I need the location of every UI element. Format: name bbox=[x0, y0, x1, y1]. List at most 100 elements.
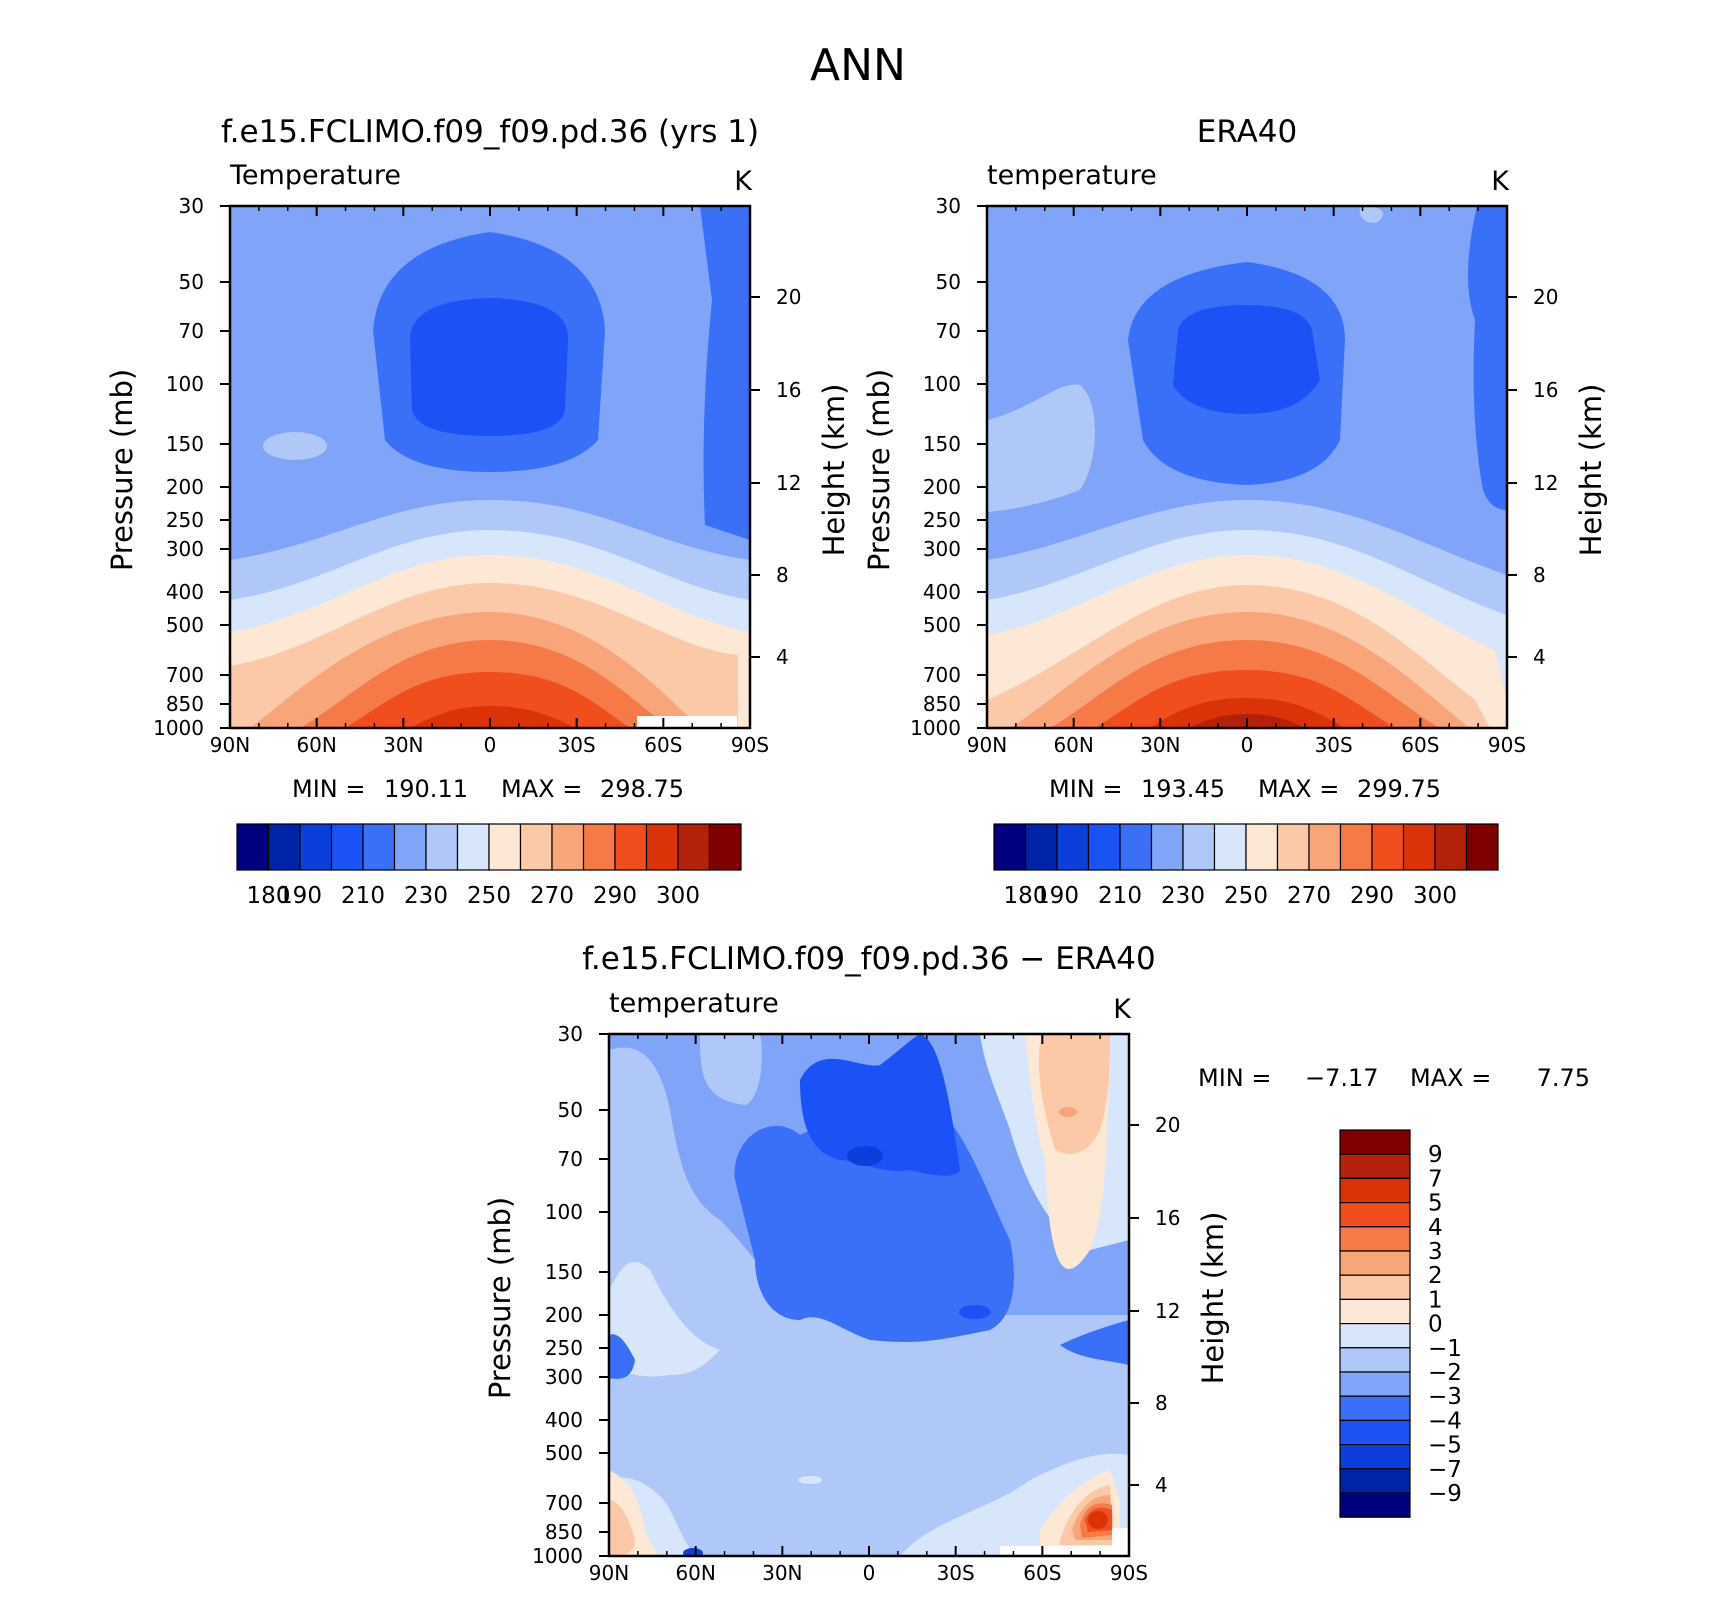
y-tick-label: 50 bbox=[558, 1098, 583, 1122]
colorbar-label: −2 bbox=[1428, 1360, 1462, 1386]
colorbar-swatch bbox=[1150, 823, 1184, 871]
panel-model-axes: 90N 60N 30N 0 30S 60S 90S 30 50 70 100 150 200 250 300… bbox=[153, 194, 801, 757]
colorbar-label: 180 bbox=[1004, 883, 1048, 909]
colorbar-swatch bbox=[1339, 1347, 1411, 1373]
y-tick-label: 400 bbox=[166, 580, 204, 604]
colorbar-swatch bbox=[1339, 1492, 1411, 1518]
x-tick-label: 90N bbox=[967, 733, 1007, 757]
band-210-pole bbox=[700, 206, 750, 540]
y-tick-label: 700 bbox=[166, 663, 204, 687]
y-tick-label: 70 bbox=[179, 319, 204, 343]
y2-tick-label: 4 bbox=[776, 645, 789, 669]
y-tick-label: 850 bbox=[166, 692, 204, 716]
colorbar-label: 250 bbox=[467, 883, 511, 909]
panel-model-field bbox=[230, 206, 750, 728]
colorbar-swatch bbox=[1339, 1153, 1411, 1179]
y-tick-label: 1000 bbox=[910, 716, 961, 740]
x-tick-label: 60S bbox=[1023, 1561, 1061, 1585]
panel-model-max-label: MAX = bbox=[501, 775, 582, 803]
x-tick-label: 60N bbox=[296, 733, 336, 757]
y2-tick-label: 16 bbox=[776, 378, 801, 402]
colorbar-swatch bbox=[1213, 823, 1247, 871]
panel-obs-stats: MIN = 193.45 MAX = 299.75 bbox=[1049, 775, 1441, 803]
x-tick-label: 30N bbox=[1140, 733, 1180, 757]
y-tick-label: 100 bbox=[545, 1200, 583, 1224]
panel-obs-ylabel: Pressure (mb) bbox=[862, 369, 896, 571]
colorbar-swatch bbox=[267, 823, 301, 871]
colorbar-swatch bbox=[614, 823, 648, 871]
band-210-pole bbox=[1467, 206, 1507, 510]
panel-diff-max-label: MAX = bbox=[1410, 1064, 1491, 1092]
colorbar-swatch bbox=[1276, 823, 1310, 871]
x-tick-label: 90S bbox=[731, 733, 769, 757]
colorbar-label: 4 bbox=[1428, 1215, 1443, 1241]
panel-diff-axes: 90N 60N 30N 0 30S 60S 90S 30 50 70 100 150 200 250 300… bbox=[532, 1022, 1180, 1585]
x-tick-label: 30S bbox=[558, 733, 596, 757]
band-minus1-spot bbox=[798, 1476, 822, 1484]
x-tick-label: 60S bbox=[644, 733, 682, 757]
y-tick-label: 850 bbox=[545, 1520, 583, 1544]
colorbar-label: −9 bbox=[1428, 1481, 1462, 1507]
y-tick-label: 1000 bbox=[532, 1544, 583, 1568]
colorbar-label: −1 bbox=[1428, 1336, 1462, 1362]
band-230-blob bbox=[263, 432, 327, 460]
colorbar-swatch bbox=[1339, 1371, 1411, 1397]
colorbar-swatch bbox=[1339, 1129, 1411, 1155]
colorbar-swatch bbox=[488, 823, 522, 871]
panel-obs-axes: 90N 60N 30N 0 30S 60S 90S 30 50 70 100 150 200 250 300… bbox=[910, 194, 1558, 757]
band-230-top bbox=[1359, 206, 1384, 223]
panel-diff-title: f.e15.FCLIMO.f09_f09.pd.36 − ERA40 bbox=[582, 941, 1155, 977]
band-200-core bbox=[1173, 305, 1320, 414]
panel-obs-max-label: MAX = bbox=[1258, 775, 1339, 803]
colorbar-swatch bbox=[993, 823, 1027, 871]
panel-diff-ylabel: Pressure (mb) bbox=[483, 1197, 517, 1399]
y-tick-label: 200 bbox=[545, 1303, 583, 1327]
y-tick-label: 30 bbox=[179, 194, 204, 218]
colorbar-swatch bbox=[708, 823, 742, 871]
colorbar-swatch bbox=[1087, 823, 1121, 871]
panel-obs: ERA40 temperature K 90N 60N 30N 0 30S 60S 90S 3… bbox=[862, 114, 1608, 909]
y2-tick-label: 16 bbox=[1155, 1206, 1180, 1230]
colorbar-swatch bbox=[299, 823, 333, 871]
figure-title: ANN bbox=[810, 40, 906, 91]
colorbar-swatch bbox=[677, 823, 711, 871]
x-tick-label: 60S bbox=[1401, 733, 1439, 757]
colorbar-label: 180 bbox=[247, 883, 291, 909]
colorbar-swatch bbox=[551, 823, 585, 871]
band-5-sfc-sh bbox=[1088, 1511, 1108, 1529]
band-minus4-nh bbox=[609, 1334, 635, 1379]
y-tick-label: 50 bbox=[936, 270, 961, 294]
colorbar-swatch bbox=[456, 823, 490, 871]
y2-tick-label: 12 bbox=[776, 471, 801, 495]
x-tick-label: 30S bbox=[1315, 733, 1353, 757]
panel-obs-max: 299.75 bbox=[1357, 775, 1441, 803]
colorbar-label: 210 bbox=[1098, 883, 1142, 909]
colorbar-label: 300 bbox=[1413, 883, 1457, 909]
y-tick-label: 200 bbox=[166, 475, 204, 499]
colorbar-label: −3 bbox=[1428, 1384, 1462, 1410]
colorbar-swatch bbox=[236, 823, 270, 871]
colorbar-swatch bbox=[645, 823, 679, 871]
x-tick-label: 60N bbox=[1053, 733, 1093, 757]
colorbar-label: 1 bbox=[1428, 1287, 1443, 1313]
colorbar-swatch bbox=[1339, 1419, 1411, 1446]
y2-tick-label: 12 bbox=[1533, 471, 1558, 495]
y-tick-label: 70 bbox=[558, 1147, 583, 1171]
panel-diff-max: 7.75 bbox=[1537, 1064, 1590, 1092]
y-tick-label: 300 bbox=[166, 537, 204, 561]
band-290 bbox=[345, 672, 630, 728]
y-tick-label: 200 bbox=[923, 475, 961, 499]
panel-diff-min-label: MIN = bbox=[1198, 1064, 1271, 1092]
y-tick-label: 70 bbox=[936, 319, 961, 343]
colorbar-label: 270 bbox=[530, 883, 574, 909]
missing-data bbox=[637, 716, 737, 728]
band-2-spot bbox=[1059, 1107, 1077, 1117]
colorbar-label: 250 bbox=[1224, 883, 1268, 909]
colorbar-swatch bbox=[362, 823, 396, 871]
band-230-nh bbox=[987, 384, 1095, 512]
colorbar-label: 3 bbox=[1428, 1239, 1443, 1265]
y-tick-label: 150 bbox=[166, 432, 204, 456]
band-1-sfc-nh bbox=[609, 1500, 635, 1556]
